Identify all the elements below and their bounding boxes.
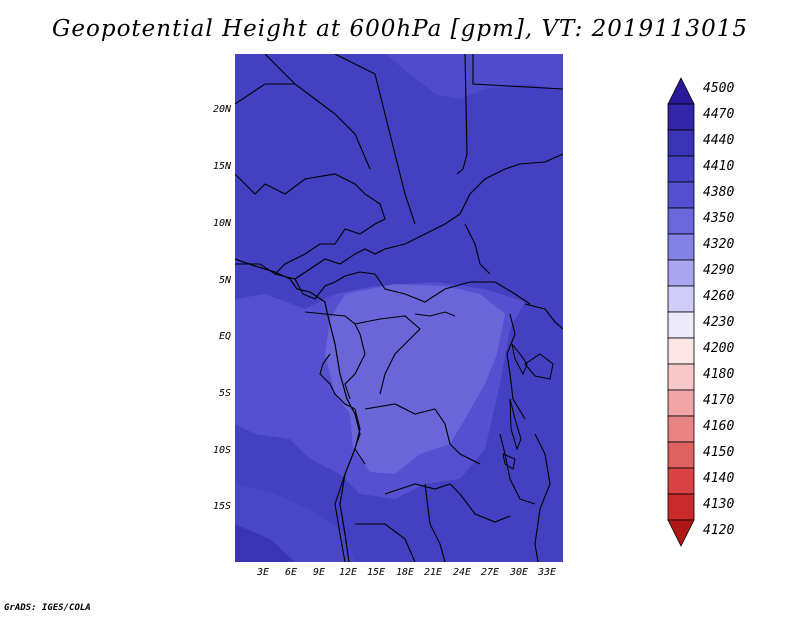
colorbar-segment [667, 493, 695, 521]
y-tick-10s: 10S [212, 445, 231, 456]
colorbar-bottom-triangle [667, 519, 695, 547]
x-tick-33e: 33E [537, 567, 557, 578]
colorbar-label-4440: 4440 [703, 133, 735, 148]
colorbar-label-4350: 4350 [703, 211, 735, 226]
colorbar-segment [667, 389, 695, 417]
y-tick-15s: 15S [212, 501, 231, 512]
y-tick-15n: 15N [212, 161, 231, 172]
colorbar-segment [667, 337, 695, 365]
lakes [414, 311, 554, 470]
colorbar-segment [667, 363, 695, 391]
colorbar-label-4500: 4500 [703, 81, 735, 96]
coastline [234, 258, 361, 563]
x-tick-18e: 18E [395, 567, 415, 578]
colorbar-label-4380: 4380 [703, 185, 735, 200]
colorbar [667, 77, 695, 547]
y-tick-5n: 5N [218, 275, 231, 286]
colorbar-segment [667, 259, 695, 287]
map-title: Geopotential Height at 600hPa [gpm], VT:… [52, 16, 748, 42]
height-band-4470-south [235, 524, 295, 562]
y-tick-eq: EQ [218, 331, 231, 342]
x-tick-3e: 3E [256, 567, 270, 578]
x-tick-27e: 27E [480, 567, 500, 578]
colorbar-label-4120: 4120 [703, 523, 735, 538]
colorbar-label-4230: 4230 [703, 315, 735, 330]
country-borders [234, 53, 564, 563]
colorbar-label-4180: 4180 [703, 367, 735, 382]
grads-credit: GrADS: IGES/COLA [4, 603, 91, 613]
x-tick-30e: 30E [509, 567, 529, 578]
colorbar-segment [667, 311, 695, 339]
colorbar-label-4150: 4150 [703, 445, 735, 460]
colorbar-label-4470: 4470 [703, 107, 735, 122]
x-tick-24e: 24E [452, 567, 472, 578]
colorbar-label-4290: 4290 [703, 263, 735, 278]
colorbar-label-4410: 4410 [703, 159, 735, 174]
height-band-4410-north [385, 54, 563, 99]
colorbar-label-4320: 4320 [703, 237, 735, 252]
x-tick-12e: 12E [338, 567, 358, 578]
colorbar-segment [667, 441, 695, 469]
colorbar-label-4200: 4200 [703, 341, 735, 356]
x-tick-15e: 15E [366, 567, 386, 578]
colorbar-segment [667, 285, 695, 313]
colorbar-label-4140: 4140 [703, 471, 735, 486]
colorbar-segment [667, 233, 695, 261]
colorbar-segment [667, 467, 695, 495]
x-tick-6e: 6E [284, 567, 298, 578]
colorbar-label-4160: 4160 [703, 419, 735, 434]
colorbar-segment [667, 207, 695, 235]
y-tick-10n: 10N [212, 218, 231, 229]
colorbar-label-4170: 4170 [703, 393, 735, 408]
colorbar-segment [667, 415, 695, 443]
colorbar-segment [667, 155, 695, 183]
map-canvas [234, 53, 564, 563]
colorbar-top-triangle [667, 77, 695, 105]
colorbar-segment [667, 129, 695, 157]
y-tick-5s: 5S [218, 388, 231, 399]
colorbar-label-4130: 4130 [703, 497, 735, 512]
y-tick-20n: 20N [212, 104, 231, 115]
colorbar-segment [667, 103, 695, 131]
colorbar-segment [667, 181, 695, 209]
colorbar-label-4260: 4260 [703, 289, 735, 304]
x-tick-9e: 9E [312, 567, 326, 578]
x-tick-21e: 21E [423, 567, 443, 578]
height-band-4380 [325, 284, 505, 474]
map-frame [234, 53, 564, 563]
